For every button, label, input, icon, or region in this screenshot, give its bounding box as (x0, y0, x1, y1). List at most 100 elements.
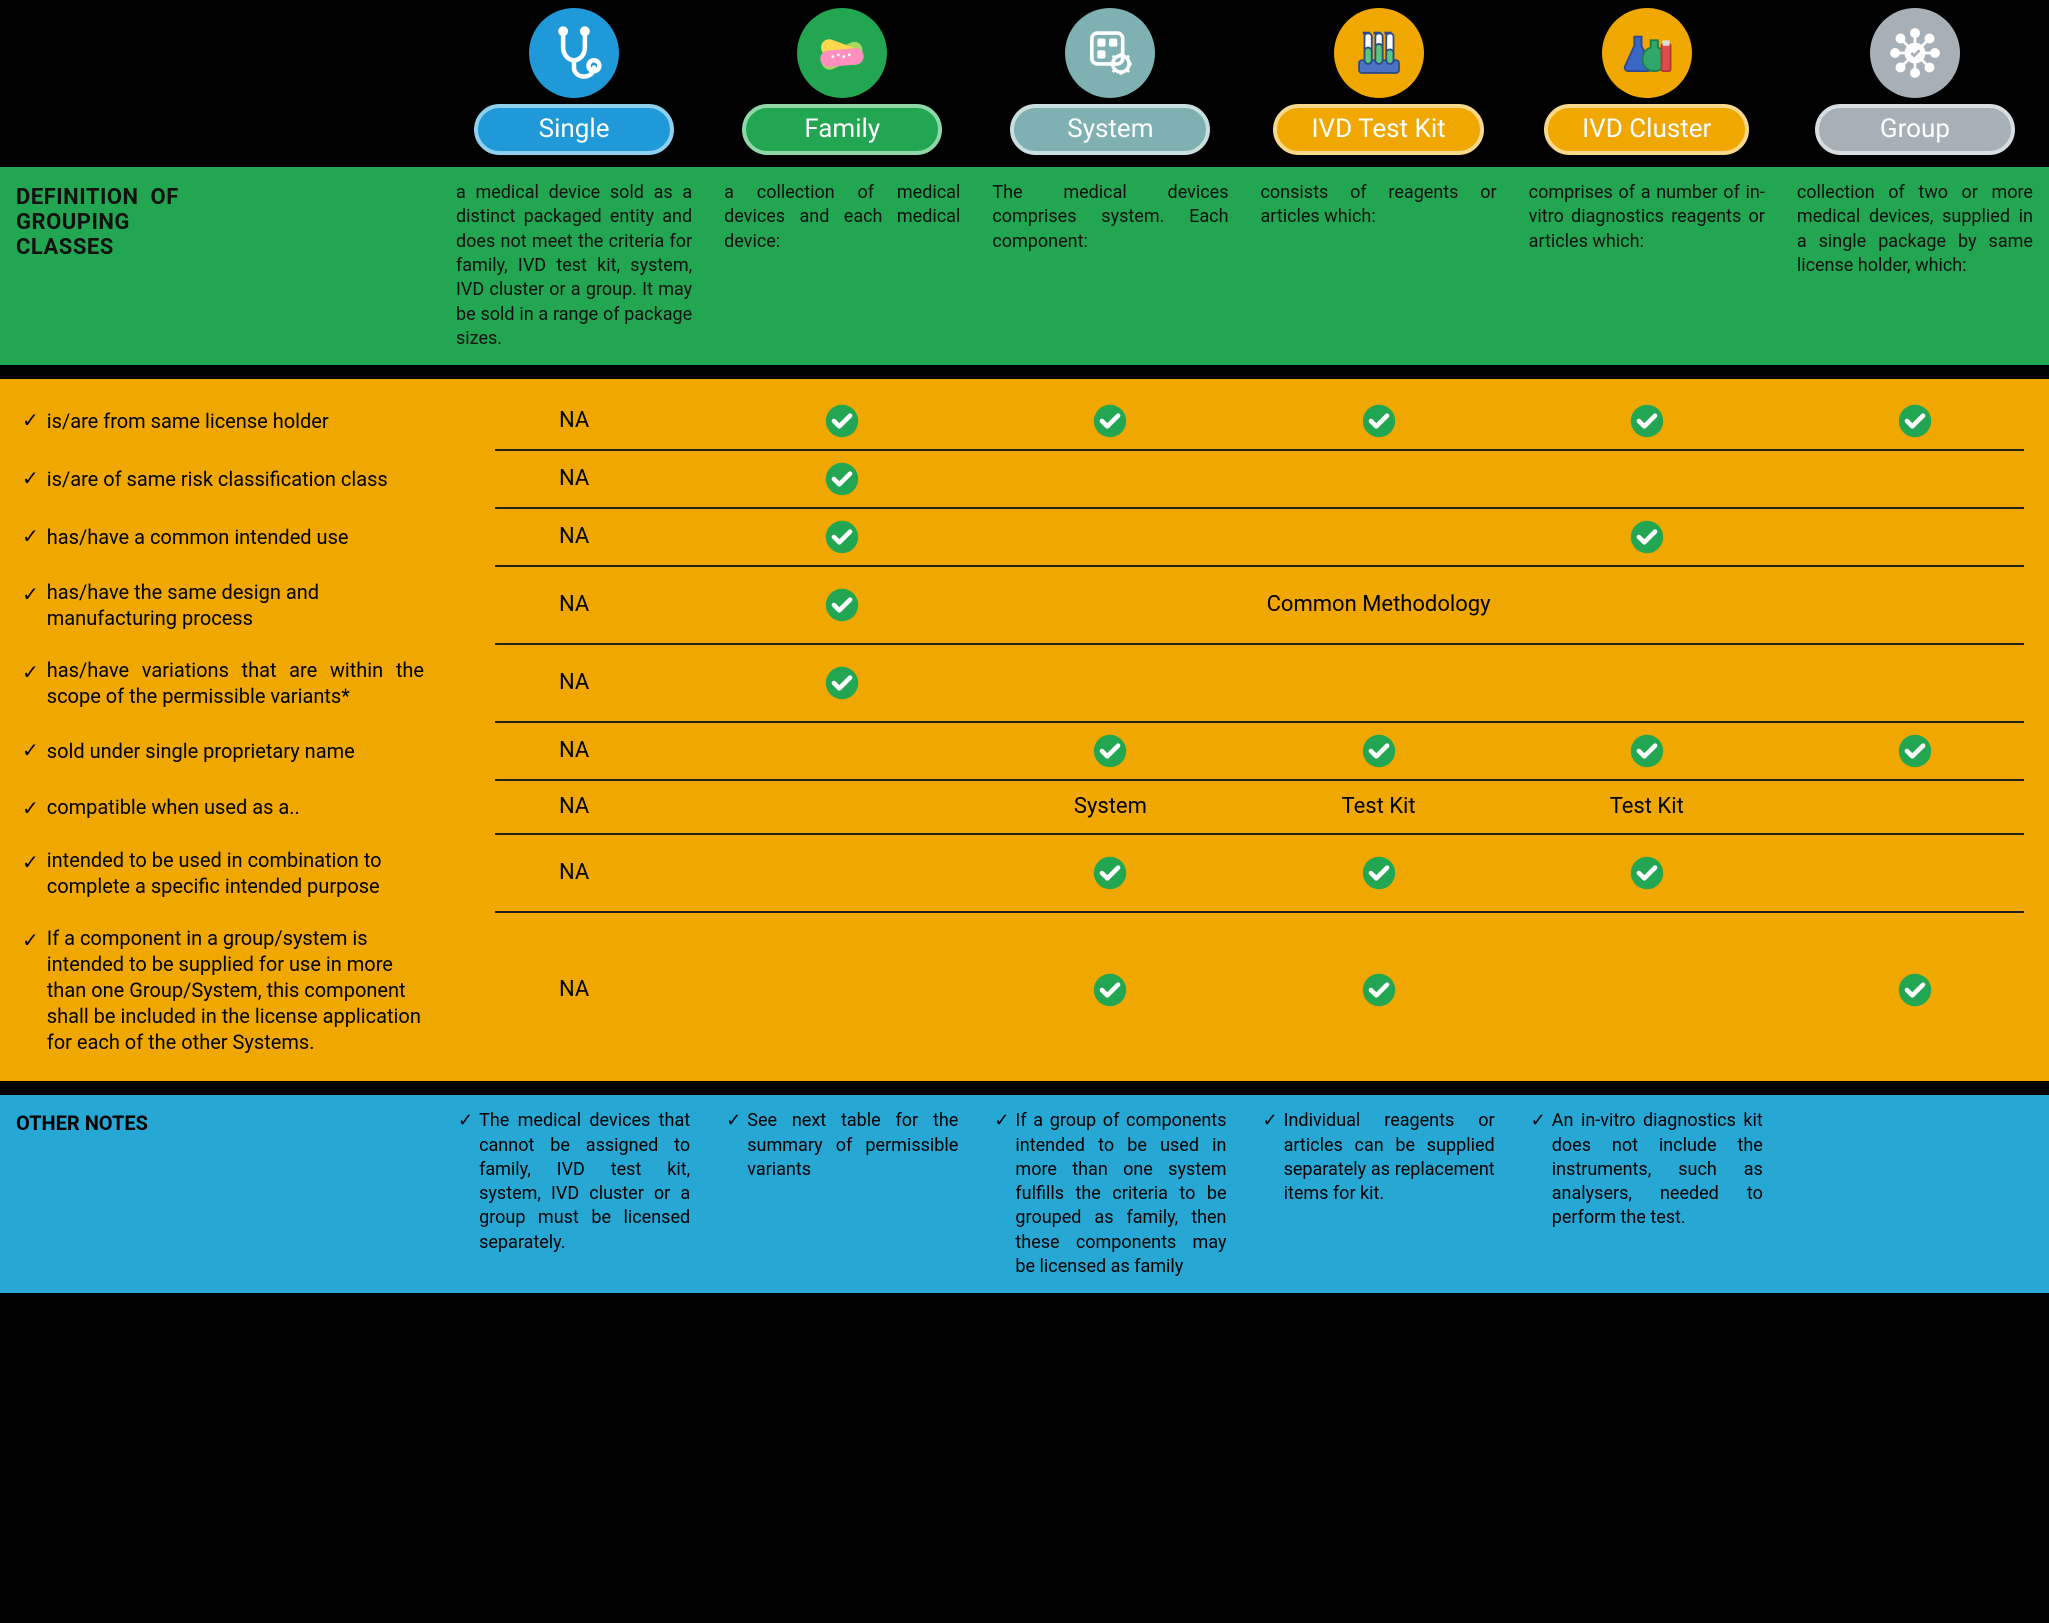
criteria-cell (1513, 723, 1781, 779)
checkmark-icon (1092, 972, 1128, 1008)
criteria-label: ✓sold under single proprietary name (0, 723, 440, 779)
criteria-cell (1781, 451, 2049, 507)
pill-system: System (1010, 104, 1210, 155)
note-ivdcluster: ✓An in-vitro diagnostics kit does not in… (1513, 1095, 1781, 1293)
stethoscope-icon (529, 8, 619, 98)
separator (0, 365, 2049, 379)
criteria-label: ✓has/have the same design and manufactur… (0, 567, 440, 643)
criteria-cell (976, 913, 1244, 1067)
header-ivdcluster: IVD Cluster (1513, 0, 1781, 167)
criteria-label: ✓is/are of same risk classification clas… (0, 451, 440, 507)
checkmark-icon (1897, 733, 1933, 769)
checkmark-icon (1361, 972, 1397, 1008)
criteria-cell (1513, 835, 1781, 911)
header-ivdkit: IVD Test Kit (1244, 0, 1512, 167)
criteria-cell (1513, 509, 1781, 565)
criteria-cell: NA (440, 393, 708, 449)
note-single: ✓The medical devices that cannot be assi… (440, 1095, 708, 1293)
header-system: System (976, 0, 1244, 167)
note-group (1781, 1095, 2049, 1293)
criteria-label: ✓compatible when used as a.. (0, 781, 440, 833)
criteria-cell: Test Kit (1513, 781, 1781, 833)
criteria-cell: Common Methodology (1244, 567, 1512, 643)
pill-family: Family (742, 104, 942, 155)
criteria-cell (1781, 913, 2049, 1067)
criteria-label: ✓is/are from same license holder (0, 393, 440, 449)
criteria-cell (976, 509, 1244, 565)
def-group: collection of two or more medical device… (1781, 167, 2049, 365)
grouping-classes-table: Single Family System IVD Test Kit IVD Cl (0, 0, 2049, 1301)
criteria-cell (1781, 393, 2049, 449)
def-single: a medical device sold as a distinct pack… (440, 167, 708, 365)
criteria-cell (1781, 781, 2049, 833)
criteria-cell (708, 393, 976, 449)
network-icon (1870, 8, 1960, 98)
criteria-cell (708, 723, 976, 779)
checkmark-icon (824, 587, 860, 623)
pill-group: Group (1815, 104, 2015, 155)
criteria-cell: System (976, 781, 1244, 833)
checkmark-icon (824, 461, 860, 497)
criteria-cell (1244, 913, 1512, 1067)
criteria-cell (1513, 451, 1781, 507)
checkmark-icon (1361, 855, 1397, 891)
checkmark-icon (1629, 403, 1665, 439)
criteria-cell (708, 913, 976, 1067)
criteria-cell (976, 835, 1244, 911)
criteria-label: ✓If a component in a group/system is int… (0, 913, 440, 1067)
criteria-cell: Test Kit (1244, 781, 1512, 833)
checkmark-icon (1629, 855, 1665, 891)
criteria-cell (1781, 835, 2049, 911)
criteria-cell (976, 567, 1244, 643)
criteria-cell (708, 451, 976, 507)
criteria-cell (1781, 645, 2049, 721)
criteria-label: ✓has/have variations that are within the… (0, 645, 440, 721)
criteria-cell (708, 835, 976, 911)
criteria-cell (708, 781, 976, 833)
checkmark-icon (1092, 403, 1128, 439)
criteria-cell (1781, 509, 2049, 565)
criteria-cell (708, 567, 976, 643)
checkmark-icon (1092, 855, 1128, 891)
def-ivdcluster: comprises of a number of in-vitro diagno… (1513, 167, 1781, 365)
criteria-cell (976, 451, 1244, 507)
criteria-cell (1244, 393, 1512, 449)
definition-header: DEFINITION OFGROUPINGCLASSES (0, 167, 440, 365)
checkmark-icon (1629, 519, 1665, 555)
criteria-cell: NA (440, 645, 708, 721)
criteria-cell: NA (440, 781, 708, 833)
notes-header: OTHER NOTES (0, 1095, 440, 1293)
criteria-cell: NA (440, 723, 708, 779)
checkmark-icon (1897, 403, 1933, 439)
checkmark-icon (1361, 403, 1397, 439)
checkmark-icon (824, 665, 860, 701)
note-ivdkit: ✓Individual reagents or articles can be … (1244, 1095, 1512, 1293)
criteria-cell: NA (440, 567, 708, 643)
criteria-cell (1244, 509, 1512, 565)
criteria-cell (976, 645, 1244, 721)
criteria-cell (1513, 913, 1781, 1067)
bandages-icon (797, 8, 887, 98)
criteria-cell (1244, 835, 1512, 911)
criteria-cell (1513, 645, 1781, 721)
note-family: ✓See next table for the summary of permi… (708, 1095, 976, 1293)
checkmark-icon (824, 519, 860, 555)
criteria-cell (1244, 645, 1512, 721)
criteria-cell (708, 645, 976, 721)
system-icon (1065, 8, 1155, 98)
checkmark-icon (1092, 733, 1128, 769)
pill-single: Single (474, 104, 674, 155)
pill-ivdkit: IVD Test Kit (1273, 104, 1483, 155)
checkmark-icon (1897, 972, 1933, 1008)
separator (0, 1293, 2049, 1301)
checkmark-icon (1361, 733, 1397, 769)
criteria-cell: NA (440, 451, 708, 507)
def-system: The medical devices comprises system. Ea… (976, 167, 1244, 365)
header-blank (0, 0, 440, 167)
criteria-label: ✓intended to be used in combination to c… (0, 835, 440, 911)
separator (0, 1081, 2049, 1095)
criteria-cell (1781, 567, 2049, 643)
note-system: ✓If a group of components intended to be… (976, 1095, 1244, 1293)
criteria-cell (1513, 567, 1781, 643)
criteria-cell (1244, 451, 1512, 507)
